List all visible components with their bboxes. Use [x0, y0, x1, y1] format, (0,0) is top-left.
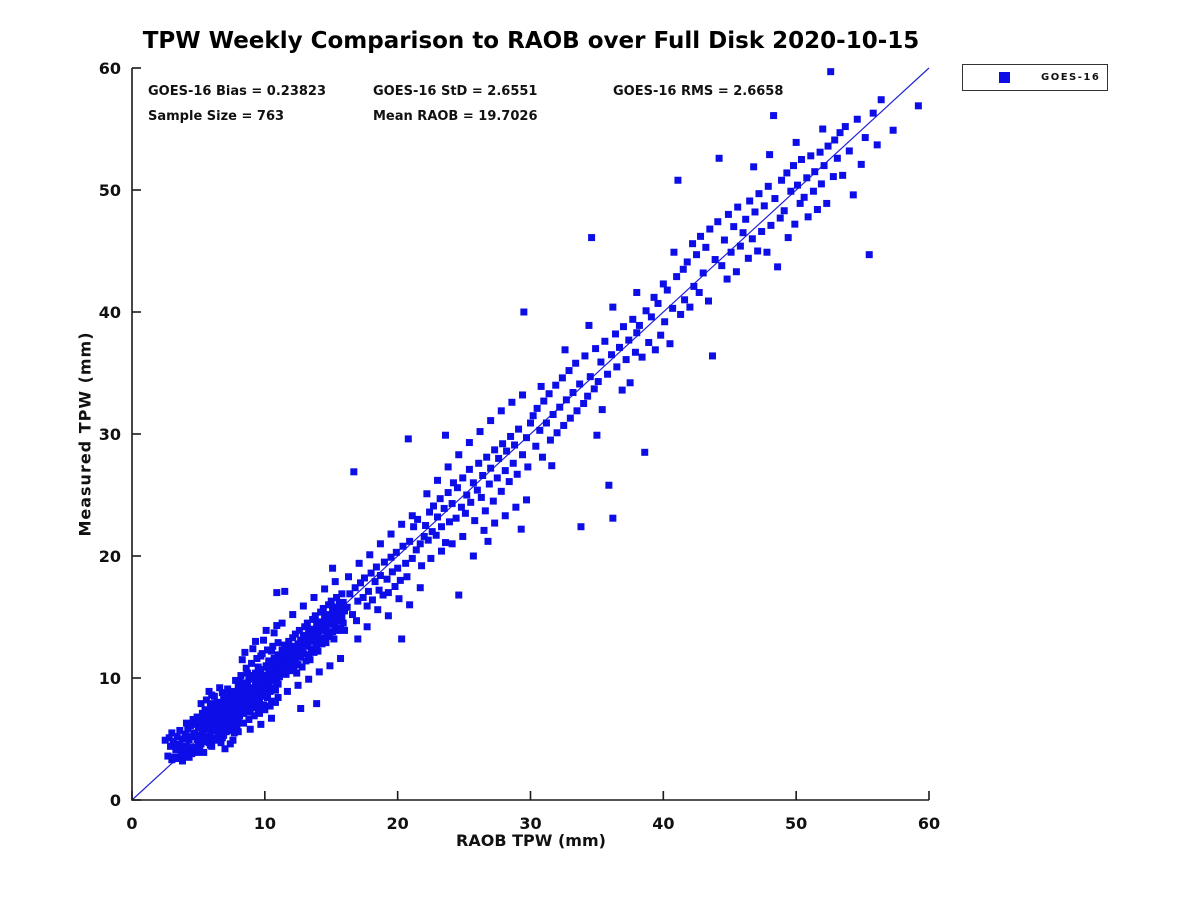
svg-text:30: 30: [99, 425, 121, 444]
svg-text:50: 50: [785, 814, 807, 833]
stat-bias: GOES-16 Bias = 0.23823: [148, 84, 327, 99]
stat-mean-raob: Mean RAOB = 19.7026: [373, 109, 538, 124]
svg-text:10: 10: [99, 669, 121, 688]
chart-title: TPW Weekly Comparison to RAOB over Full …: [142, 28, 920, 54]
svg-text:60: 60: [99, 59, 121, 78]
legend-marker-icon: [999, 72, 1010, 83]
svg-text:40: 40: [652, 814, 674, 833]
legend-box: GOES-16: [962, 64, 1108, 91]
svg-text:20: 20: [387, 814, 409, 833]
svg-text:10: 10: [254, 814, 276, 833]
x-axis-label: RAOB TPW (mm): [456, 831, 606, 850]
svg-text:60: 60: [918, 814, 940, 833]
y-axis-label: Measured TPW (mm): [75, 331, 95, 537]
svg-text:0: 0: [126, 814, 137, 833]
stat-rms: GOES-16 RMS = 2.6658: [613, 84, 784, 99]
svg-text:20: 20: [99, 547, 121, 566]
svg-text:40: 40: [99, 303, 121, 322]
svg-text:0: 0: [110, 791, 121, 810]
svg-text:50: 50: [99, 181, 121, 200]
legend-series-label: GOES-16: [1041, 72, 1101, 83]
stat-sample-size: Sample Size = 763: [148, 109, 285, 124]
stat-std: GOES-16 StD = 2.6551: [373, 84, 538, 99]
svg-text:30: 30: [519, 814, 541, 833]
